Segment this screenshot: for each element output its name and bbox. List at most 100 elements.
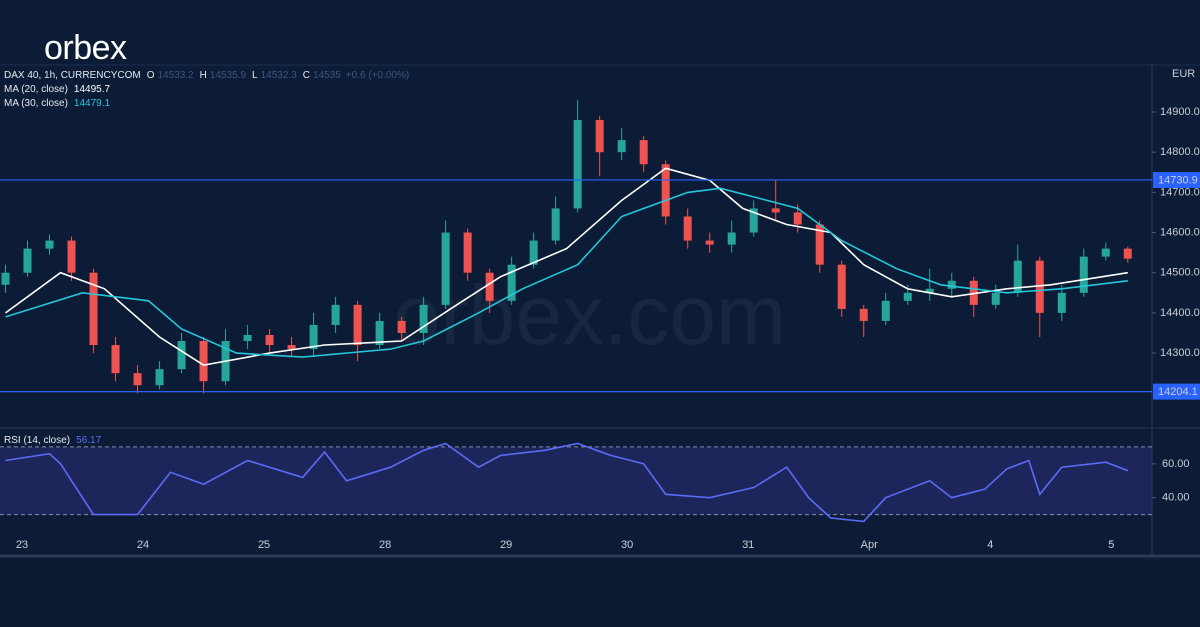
candle-body <box>1057 292 1066 313</box>
candle-body <box>1013 260 1022 293</box>
candle-body <box>837 264 846 309</box>
candle-body <box>683 216 692 241</box>
header-text: 14532.3 <box>261 70 298 81</box>
header-text: O <box>147 70 155 81</box>
x-tick-label: 4 <box>987 539 993 551</box>
candle-body <box>1079 256 1088 293</box>
header: DAX 40, 1h, CURRENCYCOM O 14533.2 H 14535.9 L… <box>4 70 409 81</box>
candle-body <box>67 240 76 273</box>
y-tick-label: 14900.0 <box>1160 106 1200 118</box>
candle-body <box>111 345 120 374</box>
band-fill <box>0 446 1152 515</box>
line <box>5 442 1129 523</box>
candle-body <box>133 373 142 386</box>
candle-body <box>463 232 472 273</box>
legend-value: 14479.1 <box>74 98 111 109</box>
level-badge <box>1153 171 1200 188</box>
header-text: 14533.2 <box>157 70 194 81</box>
candle-body <box>1 272 10 285</box>
candle-body <box>243 334 252 342</box>
x-tick-label: 29 <box>500 539 512 551</box>
x-tick-label: 5 <box>1108 539 1114 551</box>
y-tick-label: 60.00 <box>1162 458 1190 470</box>
legend-entry: RSI (14, close) 56.17 <box>4 435 102 446</box>
header-text: H <box>200 70 207 81</box>
candle-body <box>287 345 296 350</box>
header-text: 14535.9 <box>210 70 247 81</box>
candle-body <box>353 304 362 346</box>
level-badge <box>1153 383 1200 400</box>
candle-body <box>903 292 912 301</box>
line <box>5 187 1128 358</box>
header-text: +0.6 (+0.00%) <box>346 70 409 81</box>
plot: 14300.0 14400.0 14500.0 14600.0 14700.0 14800… <box>0 68 1200 551</box>
line <box>5 167 1128 366</box>
candle-body <box>177 341 186 370</box>
y-tick-label: 14600.0 <box>1160 226 1200 238</box>
candle-body <box>705 240 714 245</box>
legend-entry: MA (30, close) 14479.1 <box>4 98 111 109</box>
candle-body <box>661 164 670 217</box>
x-tick-label: 25 <box>258 539 270 551</box>
legend-name: MA (30, close) <box>4 98 68 109</box>
x-tick-label: 30 <box>621 539 633 551</box>
candle-body <box>793 212 802 225</box>
candle-body <box>485 272 494 301</box>
legend-entry: MA (20, close) 14495.7 <box>4 84 111 95</box>
candle-body <box>265 334 274 346</box>
header-text: 14535 <box>313 70 341 81</box>
candle-body <box>45 240 54 249</box>
candle-body <box>397 320 406 333</box>
candle-body <box>507 264 516 301</box>
candle-body <box>617 140 626 153</box>
candle-body <box>331 304 340 325</box>
candle-body <box>859 308 868 321</box>
candle-body <box>749 208 758 233</box>
x-tick-label: Apr <box>861 539 878 551</box>
candle-body <box>551 208 560 241</box>
candle-body <box>925 288 934 293</box>
candle-body <box>441 232 450 305</box>
legend-value: 56.17 <box>76 435 101 446</box>
y-tick-label: 14700.0 <box>1160 186 1200 198</box>
watermark: orbex.com <box>394 268 786 362</box>
candle-body <box>1123 248 1132 259</box>
candle-body <box>771 208 780 213</box>
footer-band <box>0 560 1200 627</box>
candle-body <box>375 320 384 346</box>
y-tick-label: 14400.0 <box>1160 307 1200 319</box>
header-text: C <box>303 70 310 81</box>
candle-body <box>199 341 208 382</box>
y-tick-label: 14500.0 <box>1160 267 1200 279</box>
x-tick-label: 31 <box>742 539 754 551</box>
candle-body <box>529 240 538 265</box>
y-tick-label: 40.00 <box>1162 492 1190 504</box>
x-tick-label: 28 <box>379 539 391 551</box>
candle-body <box>727 232 736 245</box>
candle-body <box>573 120 582 209</box>
candle-body <box>89 272 98 346</box>
level-label: 14730.9 <box>1158 174 1198 186</box>
header-text: L <box>252 70 258 81</box>
currency: EUR <box>1172 68 1195 80</box>
x-tick-label: 24 <box>137 539 149 551</box>
candle-body <box>639 140 648 165</box>
logo: orbex <box>44 29 127 67</box>
legend-name: MA (20, close) <box>4 84 68 95</box>
candle-body <box>419 304 428 333</box>
candle-body <box>23 248 32 273</box>
candle-body <box>155 369 164 386</box>
candle-body <box>991 292 1000 305</box>
y-tick-label: 14300.0 <box>1160 347 1200 359</box>
y-tick-label: 14800.0 <box>1160 146 1200 158</box>
candle-body <box>595 120 604 153</box>
candle-body <box>815 224 824 265</box>
candle-body <box>1101 248 1110 257</box>
legend-name: RSI (14, close) <box>4 435 70 446</box>
candle-body <box>947 280 956 289</box>
level-label: 14204.1 <box>1158 386 1198 398</box>
legend-value: 14495.7 <box>74 84 111 95</box>
